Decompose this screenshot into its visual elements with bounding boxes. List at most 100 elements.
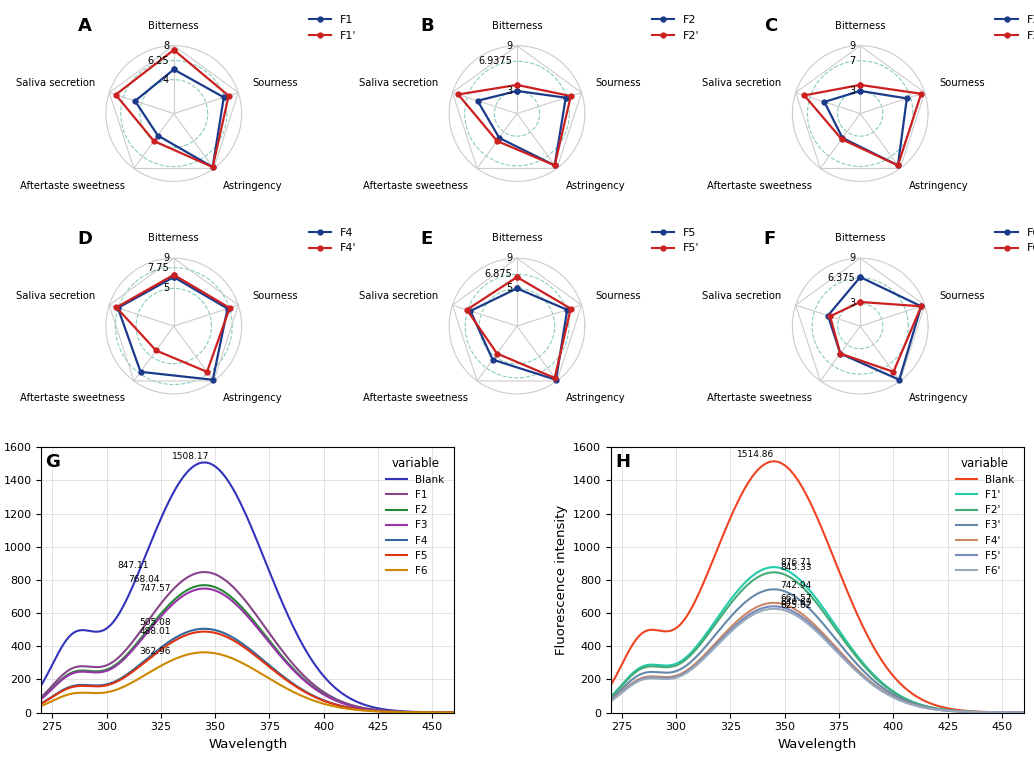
F4 <box>67 681 80 691</box>
Line: F6: F6 <box>30 653 454 713</box>
F1' <box>885 685 898 694</box>
Text: 1514.86: 1514.86 <box>737 449 774 459</box>
F3' <box>933 705 945 714</box>
F5 <box>24 703 36 713</box>
F3 <box>24 701 36 710</box>
Text: Aftertaste sweetness: Aftertaste sweetness <box>363 180 468 190</box>
F1 <box>211 571 223 580</box>
Text: 3: 3 <box>849 299 855 309</box>
F3 <box>211 587 223 596</box>
F6 <box>355 706 367 715</box>
F5' <box>924 704 937 713</box>
F5 <box>448 708 460 717</box>
Text: F: F <box>764 230 777 248</box>
F3' <box>767 584 780 594</box>
F4' <box>765 598 778 607</box>
Text: Bitterness: Bitterness <box>834 233 885 243</box>
Text: 661.57: 661.57 <box>781 594 812 603</box>
Text: 5: 5 <box>162 283 169 293</box>
F6' <box>933 705 945 714</box>
F6 <box>195 648 208 657</box>
Text: Astringency: Astringency <box>222 180 282 190</box>
Blank <box>637 628 649 637</box>
Legend: F4, F4': F4, F4' <box>304 224 361 258</box>
F4 <box>211 626 223 635</box>
F2' <box>594 700 606 709</box>
F5 <box>211 629 223 638</box>
Text: Astringency: Astringency <box>566 393 626 403</box>
Text: 3: 3 <box>849 86 855 96</box>
F1' <box>781 566 793 575</box>
Text: E: E <box>421 230 433 248</box>
Blank <box>885 669 898 678</box>
F6' <box>765 604 778 613</box>
F4' <box>767 598 780 607</box>
F6 <box>211 649 223 658</box>
Text: 3: 3 <box>506 86 512 96</box>
Legend: F3, F3': F3, F3' <box>991 11 1034 45</box>
Line: Blank: Blank <box>30 462 454 713</box>
Text: C: C <box>764 17 778 35</box>
Text: 9: 9 <box>506 41 512 51</box>
F1 <box>315 686 328 695</box>
F5' <box>637 674 649 683</box>
F3 <box>195 584 208 594</box>
Text: 6.9375: 6.9375 <box>479 56 512 66</box>
Text: 9: 9 <box>849 253 855 263</box>
F1' <box>637 662 649 671</box>
F2 <box>315 688 328 697</box>
F4 <box>315 695 328 704</box>
F3 <box>67 669 80 678</box>
Blank <box>933 701 945 710</box>
Text: 747.57: 747.57 <box>140 584 171 593</box>
F2 <box>448 708 460 717</box>
Blank <box>765 457 778 466</box>
F3' <box>1017 708 1030 717</box>
Text: 876.71: 876.71 <box>781 558 812 567</box>
F2 <box>67 667 80 676</box>
Text: Sourness: Sourness <box>939 78 984 88</box>
F5 <box>67 682 80 691</box>
Legend: Blank, F1, F2, F3, F4, F5, F6: Blank, F1, F2, F3, F4, F5, F6 <box>383 453 449 580</box>
Text: 640.69: 640.69 <box>781 598 812 607</box>
F2' <box>767 568 780 577</box>
Text: 488.01: 488.01 <box>140 627 171 636</box>
F1 <box>199 568 211 577</box>
Text: Astringency: Astringency <box>222 393 282 403</box>
F2' <box>924 703 937 712</box>
Blank <box>67 628 80 637</box>
Blank <box>924 699 937 708</box>
Text: 6.875: 6.875 <box>485 269 512 279</box>
Text: H: H <box>615 453 630 471</box>
Text: G: G <box>45 453 60 471</box>
F3' <box>594 701 606 710</box>
Blank <box>24 694 36 703</box>
Text: Sourness: Sourness <box>596 78 641 88</box>
F4 <box>24 703 36 713</box>
Blank <box>1017 708 1030 717</box>
F2' <box>933 704 945 713</box>
F6' <box>1017 708 1030 717</box>
F4' <box>924 704 937 713</box>
F1' <box>933 704 945 713</box>
Line: F1: F1 <box>30 572 454 713</box>
Legend: F6, F6': F6, F6' <box>991 224 1034 258</box>
F4' <box>1017 708 1030 717</box>
F1' <box>594 700 606 709</box>
Legend: F2, F2': F2, F2' <box>647 11 704 45</box>
F2' <box>885 686 898 695</box>
Text: 7: 7 <box>849 56 855 66</box>
F6' <box>781 606 793 615</box>
F3 <box>199 584 211 593</box>
F6 <box>363 706 375 716</box>
F4' <box>781 601 793 610</box>
Text: 9: 9 <box>506 253 512 263</box>
Text: Bitterness: Bitterness <box>492 20 542 31</box>
F4 <box>199 625 211 634</box>
F5' <box>765 602 778 611</box>
F5' <box>767 602 780 611</box>
Blank <box>195 458 208 467</box>
Text: Bitterness: Bitterness <box>149 20 200 31</box>
F2 <box>24 701 36 710</box>
F4 <box>195 625 208 634</box>
